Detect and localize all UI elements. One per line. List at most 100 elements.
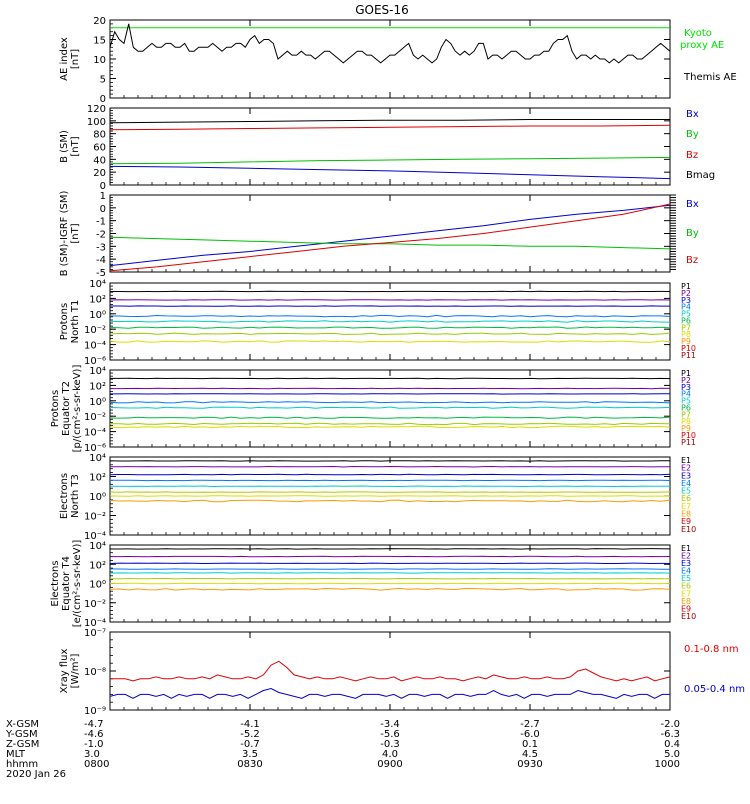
axis-row-value: 0900: [377, 759, 402, 770]
series-line-e8: [110, 588, 670, 590]
y-axis-label: Protons: [50, 390, 61, 427]
y-axis-label: Protons: [59, 303, 70, 340]
series-line-e2: [110, 556, 670, 557]
series-line-p7: [110, 423, 670, 424]
y-tick-label: 10⁴: [89, 366, 106, 377]
y-tick-label: 0: [100, 204, 106, 215]
y-tick-label: 120: [87, 104, 106, 115]
y-tick-label: 10⁴: [89, 453, 106, 464]
panel-frame: [110, 632, 670, 710]
y-tick-label: 10⁰: [89, 310, 106, 321]
series-line-bz: [110, 125, 670, 130]
y-tick-label: -3: [96, 242, 106, 253]
y-tick-label: 20: [93, 16, 106, 27]
axis-row-value: 0930: [517, 759, 542, 770]
legend-entry: Bz: [686, 255, 698, 266]
y-tick-label: -1: [96, 217, 106, 228]
date-label: 2020 Jan 26: [6, 769, 66, 780]
series-line-p7: [110, 333, 670, 334]
series-line-e2: [110, 467, 670, 468]
legend-entry: Themis AE: [683, 72, 737, 83]
y-tick-label: 10⁻⁴: [84, 341, 106, 352]
y-tick-label: 10⁴: [89, 279, 106, 290]
y-axis-label: B (SM)-IGRF (SM): [59, 191, 70, 277]
y-tick-label: 80: [93, 130, 106, 141]
y-axis-label: Xray flux: [59, 649, 70, 694]
legend-entry: Kyoto: [684, 28, 712, 39]
legend-entry: E10: [681, 612, 696, 621]
y-tick-label: 10²: [89, 294, 106, 305]
series-line-p8: [110, 426, 670, 427]
y-tick-label: 10⁻⁹: [84, 706, 106, 717]
series-line-e5: [110, 486, 670, 487]
y-tick-label: -2: [96, 230, 106, 241]
y-axis-label: Equator T2: [61, 381, 72, 436]
y-tick-label: 40: [93, 155, 106, 166]
y-tick-label: 15: [93, 36, 106, 47]
y-tick-label: 10⁻²: [84, 325, 106, 336]
y-tick-label: -5: [96, 268, 106, 279]
y-axis-label: North T3: [70, 474, 81, 518]
axis-row-value: 0800: [84, 759, 109, 770]
series-line-p5: [110, 321, 670, 322]
legend-entry: By: [686, 129, 699, 140]
series-line-0-05-0-4-nm: [110, 689, 670, 699]
series-line-bx: [110, 205, 670, 265]
y-tick-label: 10⁰: [89, 397, 106, 408]
legend-entry: By: [686, 228, 699, 239]
y-tick-label: 100: [87, 117, 106, 128]
series-line-bmag: [110, 120, 670, 123]
series-line-themis-ae: [110, 24, 670, 63]
series-line-p4: [110, 315, 670, 316]
y-tick-label: 10⁴: [89, 541, 106, 552]
series-line-e1: [110, 549, 670, 550]
y-tick-label: 10: [93, 55, 106, 66]
y-axis-label: [nT]: [70, 49, 81, 69]
y-tick-label: 60: [93, 143, 106, 154]
series-line-p4: [110, 402, 670, 403]
y-tick-label: 10²: [89, 560, 106, 571]
series-line-0-1-0-8-nm: [110, 661, 670, 681]
legend-entry: 0.1-0.8 nm: [684, 644, 739, 655]
legend-entry: E10: [681, 525, 696, 534]
legend-entry: Bx: [686, 109, 699, 120]
series-line-bx: [110, 166, 670, 178]
y-tick-label: 20: [93, 168, 106, 179]
y-axis-label: B (SM): [59, 130, 70, 163]
legend-entry: Bz: [686, 150, 698, 161]
legend-entry: Bx: [686, 199, 699, 210]
y-tick-label: 5: [100, 75, 106, 86]
series-line-by: [110, 157, 670, 163]
y-tick-label: 10²: [89, 473, 106, 484]
y-tick-label: 10⁻²: [84, 512, 106, 523]
panel-frame: [110, 195, 670, 272]
axis-row-value: 0830: [237, 759, 262, 770]
y-tick-label: 10⁻⁷: [84, 628, 106, 639]
series-line-e4: [110, 569, 670, 570]
y-tick-label: 10⁻²: [84, 599, 106, 610]
y-axis-label: AE index: [59, 37, 70, 81]
y-tick-label: -4: [96, 255, 106, 266]
chart-title: GOES-16: [355, 3, 409, 17]
y-axis-label: [nT]: [70, 223, 81, 243]
y-axis-label: Electrons: [59, 473, 70, 519]
legend-entry: P11: [681, 351, 696, 360]
y-axis-label: Equator T4: [61, 556, 72, 611]
series-line-p5: [110, 407, 670, 408]
series-line-e8: [110, 500, 670, 502]
series-line-e3: [110, 474, 670, 475]
axis-row-value: 1000: [655, 759, 680, 770]
legend-entry: Bmag: [686, 170, 715, 181]
series-line-p6: [110, 327, 670, 328]
y-tick-label: 10⁰: [89, 492, 106, 503]
